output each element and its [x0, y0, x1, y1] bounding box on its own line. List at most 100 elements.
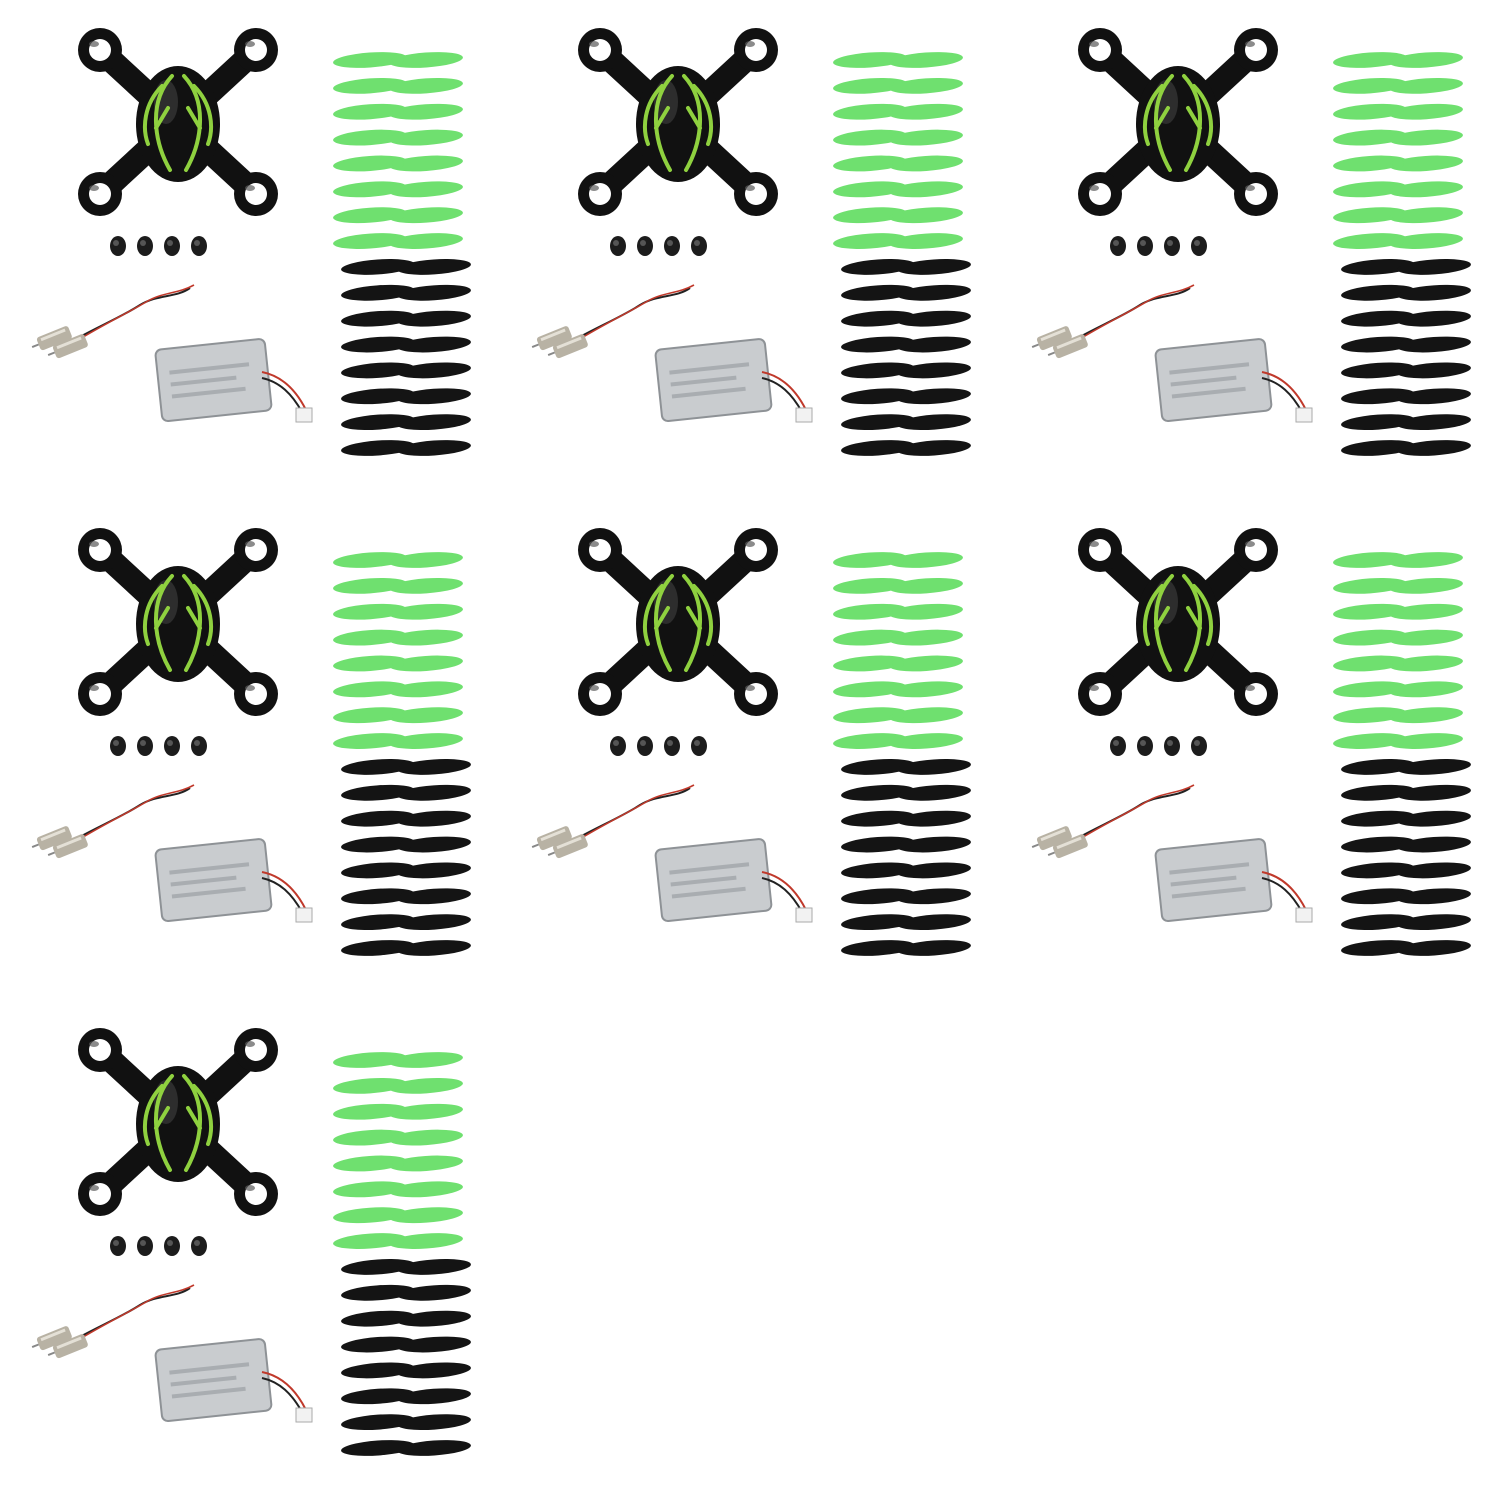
rubber-foot: [1110, 236, 1126, 256]
parts-kit-illustration: [0, 500, 500, 1000]
parts-kit-illustration: [0, 0, 500, 500]
battery-wire: [261, 871, 307, 911]
quadcopter-canopy: [578, 28, 778, 216]
parts-kit-illustration: [0, 1000, 500, 1500]
rubber-foot: [664, 236, 680, 256]
rubber-foot: [691, 736, 707, 756]
battery-connector: [795, 907, 813, 923]
motor: [47, 834, 88, 859]
motor: [31, 1326, 72, 1351]
rubber-foot: [191, 736, 207, 756]
parts-kit: [1000, 0, 1500, 500]
quadcopter-canopy: [78, 1028, 278, 1216]
rubber-feet: [610, 736, 707, 756]
motor-wires: [69, 284, 195, 346]
rubber-feet: [610, 236, 707, 256]
rubber-foot: [1191, 236, 1207, 256]
battery-wire: [261, 1371, 307, 1411]
battery-connector: [1295, 907, 1313, 923]
rubber-foot: [1191, 736, 1207, 756]
motor-wires: [569, 284, 695, 346]
battery-pack: [154, 1338, 273, 1423]
motor: [531, 826, 572, 851]
rubber-foot: [637, 736, 653, 756]
motor-wires: [69, 1284, 195, 1346]
rubber-foot: [1164, 736, 1180, 756]
quadcopter-canopy: [78, 528, 278, 716]
parts-kit: [0, 500, 500, 1000]
battery: [1154, 838, 1313, 923]
motor: [47, 1334, 88, 1359]
parts-kit: [0, 1000, 500, 1500]
motor: [31, 826, 72, 851]
quadcopter-canopy: [578, 528, 778, 716]
rubber-foot: [1137, 736, 1153, 756]
motor-wires: [69, 784, 195, 846]
rubber-foot: [610, 236, 626, 256]
battery-connector: [295, 407, 313, 423]
rubber-foot: [1110, 736, 1126, 756]
battery-pack: [1154, 338, 1273, 423]
parts-kit-illustration: [500, 500, 1000, 1000]
battery-pack: [154, 338, 273, 423]
rubber-foot: [191, 236, 207, 256]
rubber-foot: [191, 1236, 207, 1256]
rubber-feet: [110, 236, 207, 256]
parts-kit: [0, 0, 500, 500]
rubber-foot: [164, 736, 180, 756]
rubber-foot: [137, 236, 153, 256]
battery: [1154, 338, 1313, 423]
motors: [1031, 784, 1195, 859]
parts-kit-illustration: [500, 0, 1000, 500]
battery-wire: [261, 371, 307, 411]
quadcopter-canopy: [1078, 28, 1278, 216]
motors: [31, 284, 195, 359]
rubber-feet: [1110, 236, 1207, 256]
motor: [1031, 326, 1072, 351]
battery-wire: [1261, 371, 1307, 411]
motor-wires: [1069, 784, 1195, 846]
battery: [654, 838, 813, 923]
motor-wires: [569, 784, 695, 846]
motors: [31, 1284, 195, 1359]
battery-connector: [295, 907, 313, 923]
motor: [31, 326, 72, 351]
parts-kit: [500, 0, 1000, 500]
battery-pack: [1154, 838, 1273, 923]
battery-pack: [654, 338, 773, 423]
rubber-foot: [637, 236, 653, 256]
battery-wire: [761, 871, 807, 911]
battery-connector: [795, 407, 813, 423]
motor: [531, 326, 572, 351]
battery-connector: [295, 1407, 313, 1423]
motor: [1047, 834, 1088, 859]
motor: [547, 834, 588, 859]
rubber-feet: [1110, 736, 1207, 756]
motors: [1031, 284, 1195, 359]
battery: [654, 338, 813, 423]
rubber-foot: [110, 736, 126, 756]
rubber-foot: [610, 736, 626, 756]
motor: [47, 334, 88, 359]
rubber-feet: [110, 736, 207, 756]
motors: [531, 784, 695, 859]
rubber-foot: [664, 736, 680, 756]
rubber-foot: [1137, 236, 1153, 256]
motor-wires: [1069, 284, 1195, 346]
parts-kit-illustration: [1000, 500, 1500, 1000]
rubber-foot: [164, 1236, 180, 1256]
quadcopter-canopy: [1078, 528, 1278, 716]
parts-kit: [500, 500, 1000, 1000]
battery: [154, 838, 313, 923]
rubber-feet: [110, 1236, 207, 1256]
rubber-foot: [164, 236, 180, 256]
parts-kit-illustration: [1000, 0, 1500, 500]
rubber-foot: [1164, 236, 1180, 256]
battery-wire: [761, 371, 807, 411]
battery-pack: [154, 838, 273, 923]
rubber-foot: [110, 236, 126, 256]
motors: [531, 284, 695, 359]
battery-pack: [654, 838, 773, 923]
rubber-foot: [691, 236, 707, 256]
